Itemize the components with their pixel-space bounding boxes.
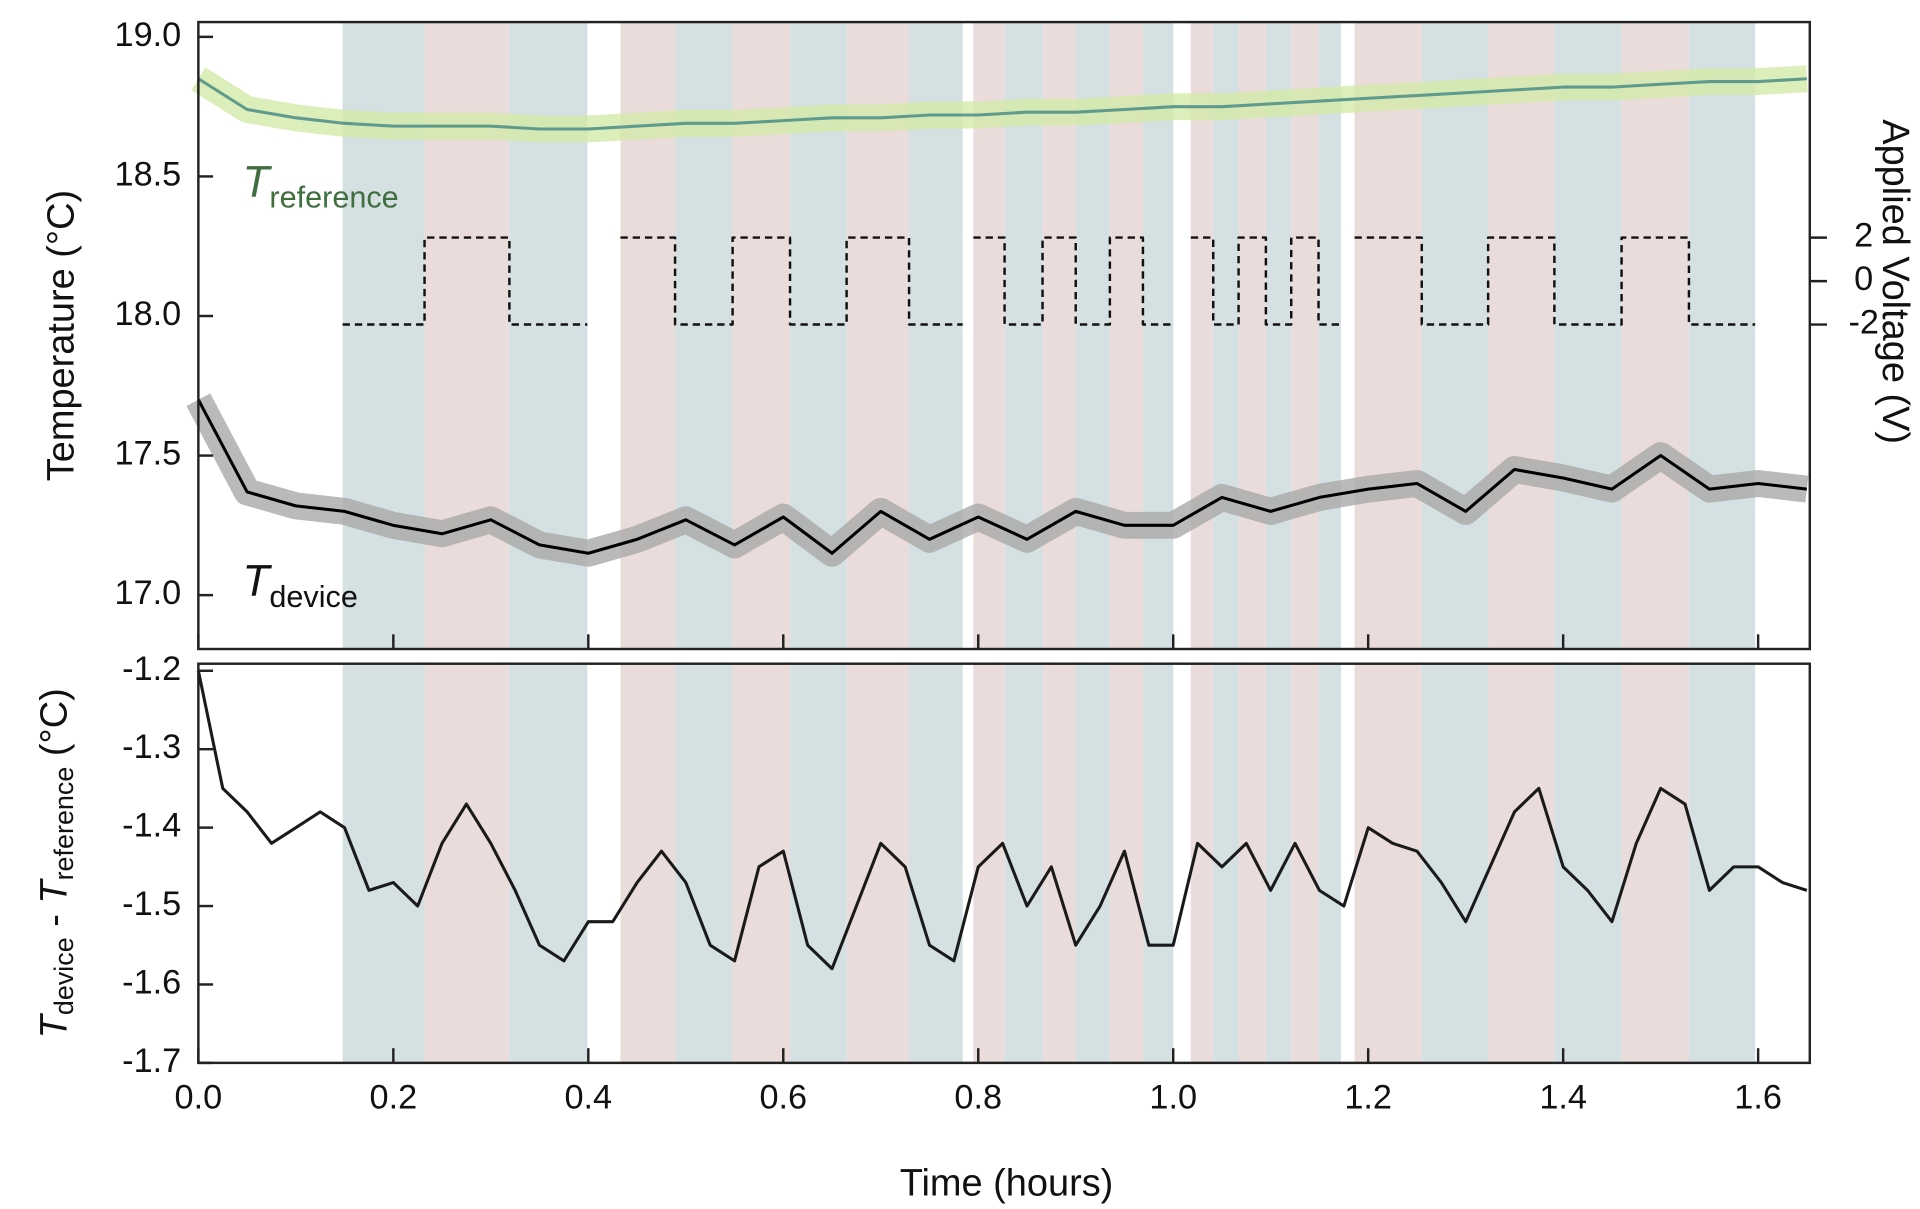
y-tick-label: -1.7 — [122, 1042, 181, 1080]
voltage-shade — [1238, 663, 1266, 1063]
voltage-shade — [1265, 663, 1292, 1063]
axes-layer: Temperature (°C) Applied Voltage (V) Tim… — [33, 16, 1916, 1204]
y-axis-label: Temperature (°C) — [41, 190, 83, 481]
voltage-shade — [1554, 663, 1622, 1063]
voltage-shade — [1075, 22, 1110, 650]
voltage-shade — [342, 663, 425, 1063]
annotation-part: T — [242, 158, 272, 207]
voltage-shade — [973, 663, 1005, 1063]
y-tick-label: 18.0 — [115, 295, 182, 333]
voltage-shade — [1688, 663, 1756, 1063]
y-axis-label: Tdevice - Treference (°C) — [33, 688, 79, 1038]
voltage-line — [342, 236, 1756, 326]
voltage-shade — [1109, 22, 1143, 650]
voltage-shade — [620, 663, 676, 1063]
voltage-shade — [790, 663, 847, 1063]
voltage-shade — [1042, 22, 1076, 650]
voltage-shade — [1488, 22, 1555, 650]
x-tick-label: 0.2 — [370, 1079, 418, 1117]
data-line — [197, 77, 1807, 131]
voltage-shade — [1042, 663, 1076, 1063]
voltage-shade — [1238, 22, 1266, 650]
voltage-shade — [1213, 22, 1239, 650]
y-tick-label: -1.4 — [122, 807, 181, 845]
y-tick-label: -1.2 — [122, 650, 181, 688]
y-tick-label: -1.6 — [122, 964, 181, 1002]
data-line — [196, 670, 1808, 971]
voltage-shade — [1291, 22, 1319, 650]
voltage-shade — [675, 663, 733, 1063]
voltage-shade — [1190, 663, 1214, 1063]
label-part: reference — [49, 767, 79, 881]
x-tick-label: 1.0 — [1149, 1079, 1197, 1117]
voltage-shade — [424, 663, 510, 1063]
voltage-shade — [1621, 22, 1689, 650]
x-tick-label: 0.6 — [759, 1079, 807, 1117]
voltage-shade — [1318, 22, 1341, 650]
voltage-shade — [909, 663, 963, 1063]
voltage-shade — [846, 663, 910, 1063]
y-tick-label: 17.0 — [115, 574, 182, 612]
annotation-part: device — [269, 580, 357, 614]
y-tick-label: 17.5 — [115, 435, 182, 473]
x-tick-label: 1.4 — [1539, 1079, 1587, 1117]
voltage-shade — [1554, 22, 1622, 650]
voltage-shade — [1354, 22, 1422, 650]
data-line — [197, 398, 1808, 555]
label-part: - — [33, 904, 75, 938]
y2-tick-label: 0 — [1854, 260, 1873, 298]
voltage-shade — [1488, 663, 1555, 1063]
voltage-shade — [1318, 663, 1341, 1063]
y2-tick-label: 2 — [1854, 217, 1873, 255]
x-tick-label: 1.2 — [1344, 1079, 1392, 1117]
y2-tick-label: -2 — [1848, 304, 1878, 342]
x-tick-label: 0.8 — [954, 1079, 1002, 1117]
series-annotation: Treference — [242, 158, 398, 215]
voltage-shade — [1421, 663, 1489, 1063]
voltage-shade — [1075, 663, 1110, 1063]
voltage-shade — [732, 663, 791, 1063]
y-tick-label: -1.5 — [122, 885, 181, 923]
voltage-shade — [1354, 663, 1422, 1063]
voltage-shade — [1621, 663, 1689, 1063]
label-part: (°C) — [33, 688, 75, 766]
bottom-frame — [197, 662, 1812, 1065]
y2-axis-label: Applied Voltage (V) — [1874, 119, 1916, 444]
voltage-shade — [1265, 22, 1292, 650]
top-frame — [197, 20, 1812, 651]
label-part: T — [33, 1012, 75, 1038]
y-tick-label: 19.0 — [115, 16, 182, 54]
series-annotation: Tdevice — [242, 557, 357, 614]
y-tick-label: -1.3 — [122, 728, 181, 766]
label-part: T — [33, 878, 75, 904]
voltage-shade — [1688, 22, 1756, 650]
label-part: device — [49, 937, 79, 1015]
voltage-shade — [509, 663, 588, 1063]
annotation-part: reference — [269, 181, 398, 215]
x-tick-label: 0.0 — [175, 1079, 223, 1117]
annotation-part: T — [242, 557, 272, 606]
x-tick-label: 0.4 — [564, 1079, 612, 1117]
y-tick-label: 18.5 — [115, 155, 182, 193]
x-axis-label: Time (hours) — [900, 1162, 1114, 1204]
voltage-shade — [1142, 663, 1174, 1063]
x-tick-label: 1.6 — [1734, 1079, 1782, 1117]
voltage-shade — [1142, 22, 1174, 650]
voltage-shade — [1421, 22, 1489, 650]
